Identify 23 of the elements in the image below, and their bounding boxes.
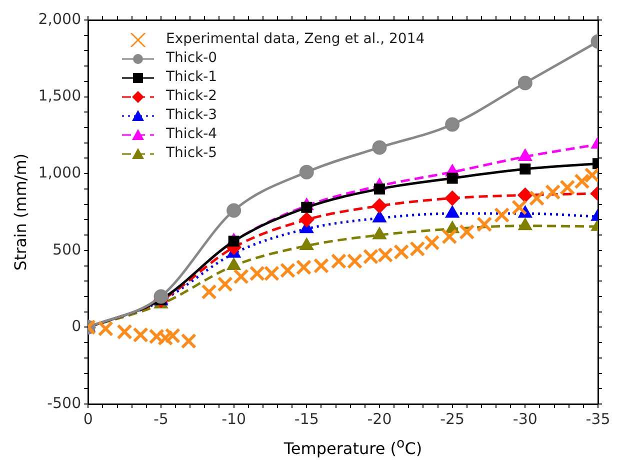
x-tick-label: -35 [586, 410, 610, 428]
x-tick-label: -25 [440, 410, 465, 428]
x-tick-label: 0 [83, 410, 93, 428]
x-tick-label: -10 [222, 410, 246, 428]
x-axis-title: Temperature ($^{o}$C) [284, 436, 422, 458]
y-tick-label: 2,000 [38, 10, 82, 28]
x-tick-label: -15 [294, 410, 319, 428]
legend-label: Thick-1 [166, 68, 218, 87]
y-axis-title: Strain (mm/m) [10, 153, 30, 271]
y-tick-label: 500 [52, 240, 82, 258]
legend-label: Thick-0 [166, 49, 218, 68]
y-tick-label: 0 [72, 317, 82, 336]
x-tick-label: -30 [512, 410, 538, 428]
y-tick-label: -500 [47, 394, 82, 412]
legend-label: Experimental data, Zeng et al., 2014 [166, 30, 425, 49]
y-tick-label: 1,500 [38, 86, 82, 105]
x-tick-label: -20 [367, 410, 392, 428]
legend-label: Thick-2 [166, 87, 218, 106]
x-tick-label: -5 [153, 410, 168, 428]
y-tick-label: 1,000 [38, 163, 82, 182]
legend-label: Thick-5 [166, 144, 218, 163]
legend-label: Thick-4 [166, 125, 218, 144]
legend-label: Thick-3 [166, 106, 218, 125]
